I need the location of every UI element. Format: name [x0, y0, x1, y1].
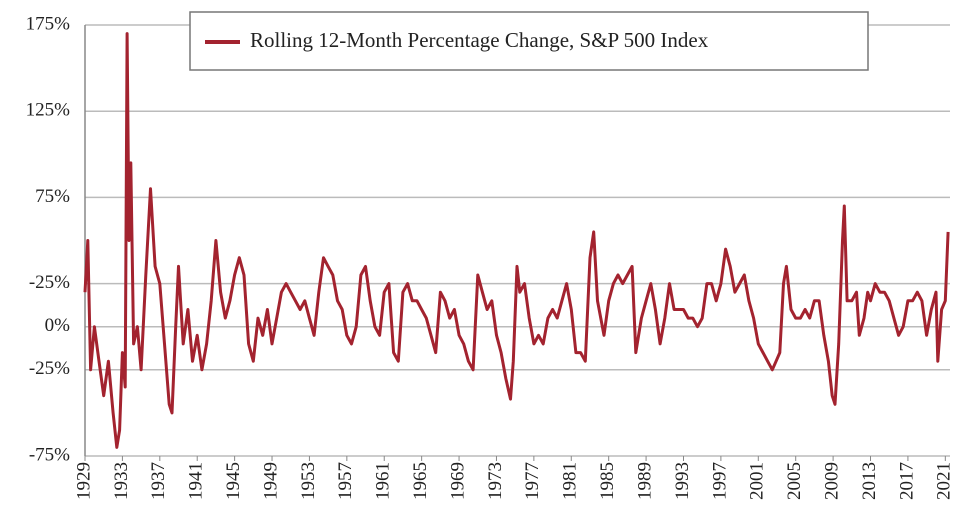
x-tick-label: 1997	[709, 462, 730, 500]
y-tick-label: 0%	[45, 315, 71, 336]
y-tick-label: 175%	[26, 13, 71, 34]
x-tick-label: 1945	[223, 462, 244, 500]
x-tick-label: 2017	[896, 462, 917, 500]
y-tick-label: -25%	[29, 358, 70, 379]
x-tick-label: 2005	[784, 462, 805, 500]
x-tick-label: 2009	[821, 462, 842, 500]
x-tick-label: 1973	[485, 462, 506, 500]
x-tick-label: 1941	[186, 462, 207, 500]
x-tick-label: 1993	[672, 462, 693, 500]
y-tick-label: -25%	[29, 272, 70, 293]
y-tick-label: 125%	[26, 100, 71, 121]
x-tick-label: 2021	[934, 462, 954, 500]
x-tick-label: 2001	[747, 462, 768, 500]
x-tick-label: 2013	[859, 462, 880, 500]
y-tick-label: 75%	[35, 186, 70, 207]
x-tick-label: 1957	[335, 462, 356, 500]
x-tick-label: 1985	[597, 462, 618, 500]
x-tick-label: 1929	[73, 462, 94, 500]
x-tick-label: 1981	[560, 462, 581, 500]
x-tick-label: 1949	[260, 462, 281, 500]
x-tick-label: 1965	[410, 462, 431, 500]
x-tick-label: 1953	[298, 462, 319, 500]
legend-box	[189, 11, 869, 71]
x-tick-label: 1969	[447, 462, 468, 500]
x-tick-label: 1933	[111, 462, 132, 500]
x-tick-label: 1937	[148, 462, 169, 500]
x-tick-label: 1989	[634, 462, 655, 500]
x-tick-label: 1961	[373, 462, 394, 500]
y-tick-label: -75%	[29, 444, 70, 465]
series-line	[83, 32, 950, 449]
legend-label: Rolling 12-Month Percentage Change, S&P …	[250, 28, 709, 52]
x-tick-label: 1977	[522, 462, 543, 500]
